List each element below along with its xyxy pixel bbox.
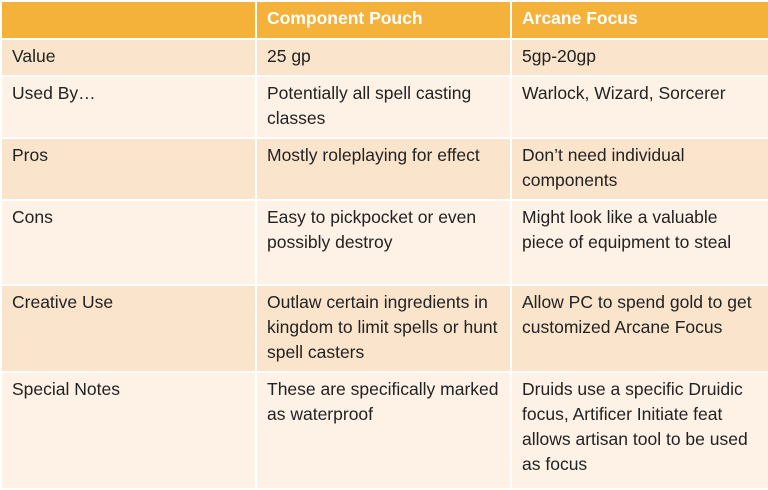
table-cell: 25 gp bbox=[255, 38, 512, 77]
table-cell: Might look like a valuable piece of equi… bbox=[510, 199, 768, 286]
row-label: Value bbox=[0, 38, 257, 77]
table-cell: Easy to pickpocket or even possibly dest… bbox=[255, 199, 512, 286]
table-row: Creative Use Outlaw certain ingredients i… bbox=[0, 284, 768, 373]
header-cell bbox=[0, 0, 257, 40]
header-row: Component Pouch Arcane Focus bbox=[0, 0, 768, 40]
table-row: Special Notes These are specifically mark… bbox=[0, 371, 768, 490]
row-label: Pros bbox=[0, 137, 257, 201]
table-cell: Druids use a specific Druidic focus, Art… bbox=[510, 371, 768, 490]
table-row: Used By… Potentially all spell casting cl… bbox=[0, 75, 768, 139]
table-cell: Warlock, Wizard, Sorcerer bbox=[510, 75, 768, 139]
table-cell: Potentially all spell casting classes bbox=[255, 75, 512, 139]
table-row: Cons Easy to pickpocket or even possibly … bbox=[0, 199, 768, 286]
row-label: Cons bbox=[0, 199, 257, 286]
table-cell: Outlaw certain ingredients in kingdom to… bbox=[255, 284, 512, 373]
table-body: Value 25 gp 5gp-20gp Used By… Potentially al… bbox=[0, 38, 768, 490]
table-row: Pros Mostly roleplaying for effect Don’t n… bbox=[0, 137, 768, 201]
table-cell: 5gp-20gp bbox=[510, 38, 768, 77]
table-row: Value 25 gp 5gp-20gp bbox=[0, 38, 768, 77]
header-cell: Component Pouch bbox=[255, 0, 512, 40]
table-cell: Don’t need individual components bbox=[510, 137, 768, 201]
table-cell: Allow PC to spend gold to get customized… bbox=[510, 284, 768, 373]
header-cell: Arcane Focus bbox=[510, 0, 768, 40]
row-label: Special Notes bbox=[0, 371, 257, 490]
row-label: Used By… bbox=[0, 75, 257, 139]
row-label: Creative Use bbox=[0, 284, 257, 373]
table-cell: These are specifically marked as waterpr… bbox=[255, 371, 512, 490]
table-cell: Mostly roleplaying for effect bbox=[255, 137, 512, 201]
